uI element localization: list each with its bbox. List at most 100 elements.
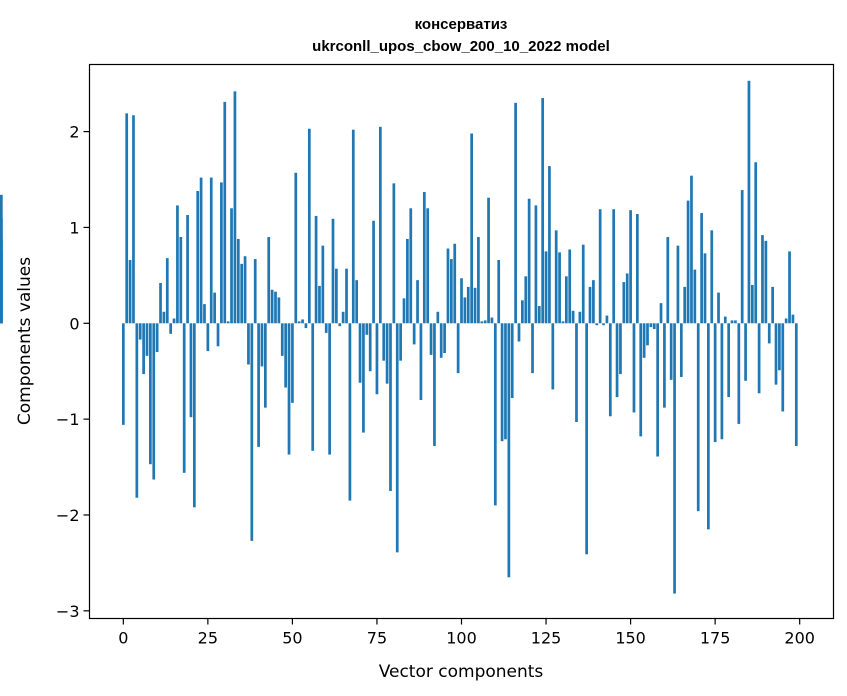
bar [598,209,602,324]
x-axis-label: Vector components [379,662,544,682]
bar [737,323,741,424]
y-tick-label: 2 [69,123,79,142]
bar [264,323,267,408]
bar [429,323,433,355]
y-tick-label: −1 [56,410,80,429]
bar [619,323,622,375]
bar [186,214,189,324]
bar [348,323,352,501]
bar [500,323,504,442]
bar [554,230,558,324]
bar [690,175,693,324]
bar [612,209,616,324]
x-tick-label: 125 [531,629,562,648]
bar [311,323,315,451]
bar [497,260,501,324]
bar [236,238,240,324]
bar [189,323,193,418]
bar [578,311,582,324]
bar [284,323,287,388]
bar [642,323,646,358]
bar [561,321,565,324]
x-tick-label: 100 [446,629,477,648]
bar [707,323,710,530]
bar [135,323,139,498]
bar [703,253,707,324]
bar [406,238,409,324]
bar [328,323,331,455]
bar [307,128,311,324]
x-tick-label: 50 [282,629,302,648]
bar [693,269,697,324]
bar [385,323,389,384]
bar [446,248,450,324]
bar [778,323,781,371]
bar [172,318,176,324]
bar [321,245,325,324]
bar [450,259,453,324]
bar [754,162,758,324]
bar [581,244,585,324]
bar [669,323,673,380]
bar [527,198,531,324]
bar [740,190,744,324]
bar [473,287,477,324]
bar [145,323,149,356]
bar [710,230,714,324]
bar [412,323,416,345]
bar [250,323,254,541]
bar [730,320,734,324]
bar [226,321,230,324]
y-tick-label: 0 [69,314,79,333]
y-axis: −3 −2 −1 0 1 2 [56,123,90,621]
x-axis: 0 25 50 75 100 125 150 175 200 [118,618,815,648]
bar [564,276,568,324]
bar [696,323,700,512]
bar [625,273,629,324]
bar [162,311,166,324]
x-tick-label: 0 [118,629,128,648]
bar [314,215,318,324]
bar [253,259,257,324]
bar [605,315,609,324]
bar [121,323,125,425]
bar [548,166,551,324]
bar [720,323,724,440]
bar [456,323,460,374]
bar [592,280,595,324]
bar [270,289,274,324]
bar [734,320,737,324]
bar [395,323,399,553]
x-tick-label: 75 [367,629,387,648]
bar [757,323,761,394]
bar [419,323,423,400]
bars-group [0,80,798,594]
bar [297,321,301,324]
bar [507,323,511,578]
bar [666,237,670,324]
bar [142,323,145,375]
bar [727,323,731,398]
bar [304,323,308,329]
bar [280,323,284,356]
bar [152,323,156,480]
bar [291,323,294,403]
bar [372,220,375,324]
bar [209,177,213,324]
bar [267,237,271,324]
x-tick-label: 175 [700,629,731,648]
bar [422,191,426,324]
bar [206,323,210,352]
bar [318,285,321,324]
bar [378,126,382,324]
bar [460,278,463,324]
y-tick-label: −2 [56,506,80,525]
bar [399,323,402,361]
bar [433,323,436,446]
bar [443,323,446,353]
bar [517,323,521,342]
bar [761,235,764,324]
bar [659,303,663,324]
bar [192,323,196,508]
bar [490,317,494,324]
